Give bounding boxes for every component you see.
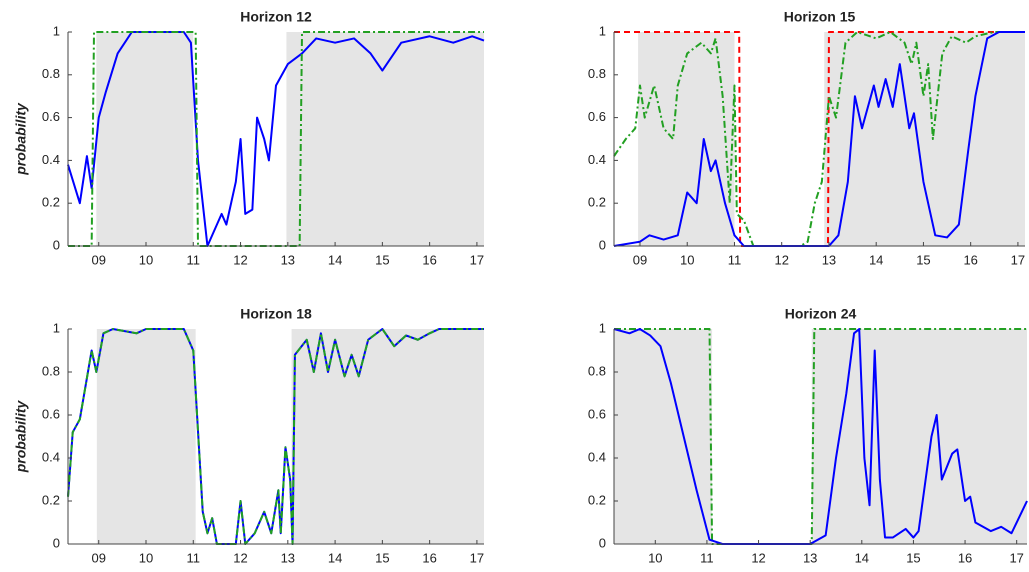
x-tick-label: 13 [803, 550, 817, 565]
series-line [613, 31, 1025, 247]
y-tick-label: 0.8 [42, 363, 60, 378]
x-tick-label: 09 [633, 252, 647, 267]
y-tick-label: 0.6 [42, 109, 60, 124]
x-tick-label: 13 [822, 252, 836, 267]
x-tick-label: 10 [139, 252, 153, 267]
series-line [67, 328, 484, 545]
x-tick-label: 15 [906, 550, 920, 565]
x-tick-label: 14 [855, 550, 869, 565]
panel-title: Horizon 24 [785, 306, 857, 322]
x-tick-label: 14 [328, 550, 342, 565]
y-tick-label: 0.2 [588, 195, 606, 210]
x-tick-label: 10 [648, 550, 662, 565]
series-line [613, 328, 1028, 545]
panel: 0 0.2 0.4 0.6 0.8 1 10 11 12 13 14 15 16 17 Horizon 24 [588, 306, 1028, 565]
shaded-region [96, 329, 196, 544]
y-tick-label: 0.8 [42, 66, 60, 81]
x-tick-label: 13 [281, 550, 295, 565]
y-tick-label: 0.4 [42, 152, 60, 167]
y-tick-label: 1 [599, 320, 606, 335]
series-line [68, 31, 484, 247]
y-tick-label: 0.8 [588, 363, 606, 378]
y-tick-label: 0.2 [588, 492, 606, 507]
x-tick-label: 17 [470, 550, 484, 565]
x-tick-label: 09 [91, 252, 105, 267]
panel-title: Horizon 15 [784, 9, 856, 25]
panel: 0 0.2 0.4 0.6 0.8 1 09 10 11 12 13 14 15 16 17 Horizon … [13, 9, 485, 267]
x-tick-label: 14 [328, 252, 342, 267]
y-tick-label: 1 [599, 23, 606, 38]
series-line [613, 31, 1025, 247]
x-tick-label: 12 [774, 252, 788, 267]
panel: 0 0.2 0.4 0.6 0.8 1 09 10 11 12 13 14 15 16 17 Horizon … [13, 306, 484, 566]
x-tick-label: 16 [963, 252, 977, 267]
y-tick-label: 0 [599, 535, 606, 550]
x-tick-label: 15 [916, 252, 930, 267]
x-tick-label: 12 [233, 252, 247, 267]
y-tick-label: 0.6 [588, 109, 606, 124]
y-tick-label: 0.4 [588, 449, 606, 464]
shaded-region [824, 32, 1025, 246]
x-tick-label: 11 [700, 550, 714, 565]
y-tick-label: 0 [53, 535, 60, 550]
shaded-region [286, 32, 484, 246]
y-tick-label: 0.4 [42, 449, 60, 464]
shaded-region [291, 329, 484, 544]
shaded-region [638, 32, 735, 246]
y-tick-label: 1 [53, 23, 60, 38]
x-tick-label: 15 [375, 550, 389, 565]
y-tick-label: 0 [53, 237, 60, 252]
y-axis-label: probability [13, 400, 29, 474]
x-tick-label: 10 [139, 550, 153, 565]
y-tick-label: 0.8 [588, 66, 606, 81]
x-tick-label: 11 [187, 252, 201, 267]
x-tick-label: 10 [680, 252, 694, 267]
x-tick-label: 16 [958, 550, 972, 565]
x-tick-label: 17 [1009, 550, 1023, 565]
x-tick-label: 11 [187, 550, 201, 565]
x-tick-label: 11 [728, 252, 742, 267]
y-tick-label: 0.2 [42, 195, 60, 210]
y-axis-label: probability [13, 102, 29, 176]
shaded-region [614, 329, 713, 544]
shaded-region [811, 329, 1027, 544]
y-tick-label: 1 [53, 320, 60, 335]
shaded-region [96, 32, 194, 246]
x-tick-label: 13 [281, 252, 295, 267]
panel: 0 0.2 0.4 0.6 0.8 1 09 10 11 12 13 14 15 16 17 Horizon … [588, 9, 1025, 268]
panel-title: Horizon 18 [240, 306, 312, 322]
x-tick-label: 16 [422, 550, 436, 565]
y-tick-label: 0.6 [588, 406, 606, 421]
x-tick-label: 15 [375, 252, 389, 267]
x-tick-label: 09 [91, 550, 105, 565]
y-tick-label: 0.2 [42, 492, 60, 507]
y-tick-label: 0.4 [588, 152, 606, 167]
y-tick-label: 0.6 [42, 406, 60, 421]
series-line [67, 31, 485, 247]
panel-title: Horizon 12 [240, 9, 312, 25]
x-tick-label: 14 [869, 252, 883, 267]
y-tick-label: 0 [599, 237, 606, 252]
x-tick-label: 17 [470, 252, 484, 267]
x-tick-label: 12 [751, 550, 765, 565]
x-tick-label: 12 [233, 550, 247, 565]
x-tick-label: 17 [1011, 252, 1025, 267]
x-tick-label: 16 [422, 252, 436, 267]
